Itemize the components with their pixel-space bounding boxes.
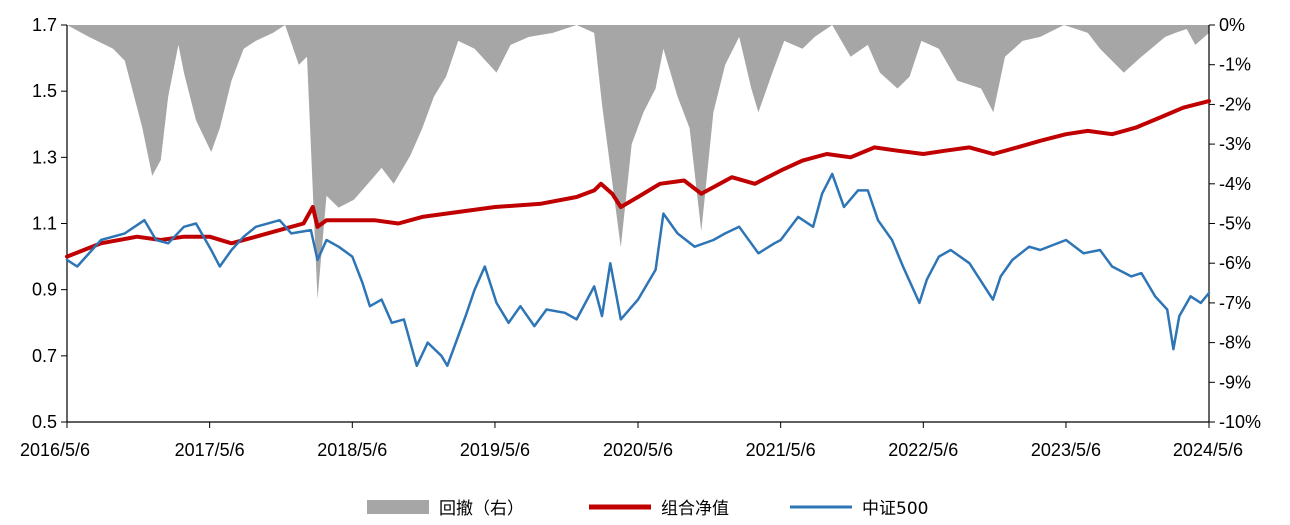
x-tick-label: 2017/5/6: [175, 440, 245, 460]
csi500-line: [65, 172, 1211, 368]
y2-tick-label: -10%: [1219, 412, 1261, 432]
drawdown-area: [67, 25, 1209, 299]
drawdown-area-fill: [67, 25, 1209, 299]
y-tick-label: 0.5: [32, 412, 57, 432]
legend-swatch-drawdown: [367, 500, 429, 514]
y2-tick-label: 0%: [1219, 15, 1245, 35]
y2-tick-label: -3%: [1219, 134, 1251, 154]
series-lines: [65, 99, 1211, 368]
axes: [61, 24, 1215, 428]
y2-tick-label: -2%: [1219, 94, 1251, 114]
x-tick-label: 2018/5/6: [317, 440, 387, 460]
y2-tick-label: -1%: [1219, 55, 1251, 75]
x-tick-label: 2016/5/6: [20, 440, 90, 460]
portfolio-nav-line: [65, 99, 1211, 259]
legend: 回撤（右） 组合净值 中证500: [367, 499, 928, 519]
x-tick-label: 2022/5/6: [888, 440, 958, 460]
y2-tick-label: -5%: [1219, 214, 1251, 234]
y-tick-label: 0.7: [32, 346, 57, 366]
y-tick-label: 0.9: [32, 280, 57, 300]
x-tick-label: 2021/5/6: [746, 440, 816, 460]
y-tick-label: 1.3: [32, 147, 57, 167]
y-tick-label: 1.5: [32, 81, 57, 101]
y2-tick-label: -4%: [1219, 174, 1251, 194]
y2-tick-label: -7%: [1219, 293, 1251, 313]
y-tick-label: 1.7: [32, 15, 57, 35]
tick-labels: 0.5 0.7 0.9 1.1 1.3 1.5 1.7 -10% -9% -8% -7% -6% -5%…: [20, 15, 1261, 460]
legend-label: 回撤（右）: [439, 499, 524, 519]
x-tick-label: 2024/5/6: [1173, 440, 1243, 460]
y2-tick-label: -8%: [1219, 333, 1251, 353]
x-tick-label: 2019/5/6: [460, 440, 530, 460]
y2-tick-label: -6%: [1219, 253, 1251, 273]
legend-label: 中证500: [862, 499, 928, 519]
y2-tick-label: -9%: [1219, 372, 1251, 392]
y-tick-label: 1.1: [32, 214, 57, 234]
legend-label: 组合净值: [661, 499, 729, 519]
x-tick-label: 2023/5/6: [1031, 440, 1101, 460]
x-tick-label: 2020/5/6: [603, 440, 673, 460]
